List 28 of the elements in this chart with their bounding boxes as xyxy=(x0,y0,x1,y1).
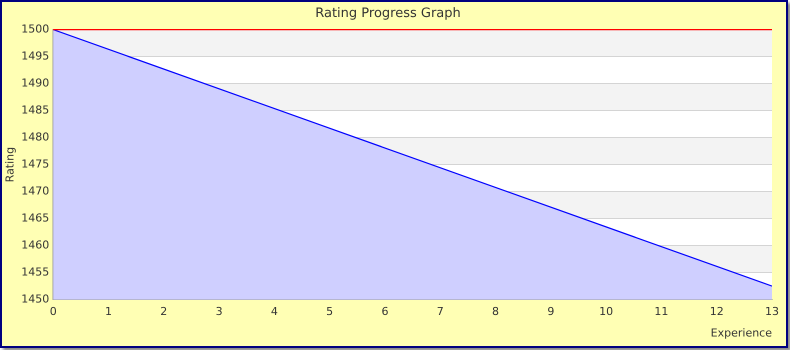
y-tick-label: 1490 xyxy=(21,76,50,90)
x-tick-label: 5 xyxy=(326,305,334,318)
y-tick-label: 1450 xyxy=(21,292,50,306)
x-tick-label: 4 xyxy=(270,305,278,318)
y-tick-label: 1485 xyxy=(21,103,50,116)
x-tick-label: 12 xyxy=(710,305,724,318)
x-tick-label: 7 xyxy=(436,305,444,318)
x-tick-label: 6 xyxy=(381,305,388,318)
y-tick-label: 1480 xyxy=(21,130,50,144)
x-tick-label: 1 xyxy=(104,305,112,318)
y-tick-label: 1465 xyxy=(21,211,50,224)
x-tick-label: 0 xyxy=(50,305,57,318)
x-tick-label: 10 xyxy=(599,305,614,318)
x-tick-label: 13 xyxy=(765,305,779,318)
y-axis-title: Rating xyxy=(3,146,16,182)
x-tick-label: 8 xyxy=(492,305,500,318)
x-tick-label: 11 xyxy=(654,305,668,318)
y-tick-label: 1475 xyxy=(21,157,50,170)
y-tick-label: 1495 xyxy=(21,49,50,62)
y-tick-label: 1455 xyxy=(21,265,50,278)
chart-title: Rating Progress Graph xyxy=(315,6,461,22)
y-tick-label: 1460 xyxy=(21,238,50,252)
y-tick-label: 1470 xyxy=(21,184,50,198)
x-tick-label: 2 xyxy=(160,305,168,318)
x-axis-title: Experience xyxy=(710,326,772,340)
x-tick-label: 3 xyxy=(216,305,223,318)
y-tick-label: 1500 xyxy=(21,22,50,36)
x-tick-label: 9 xyxy=(547,305,554,318)
